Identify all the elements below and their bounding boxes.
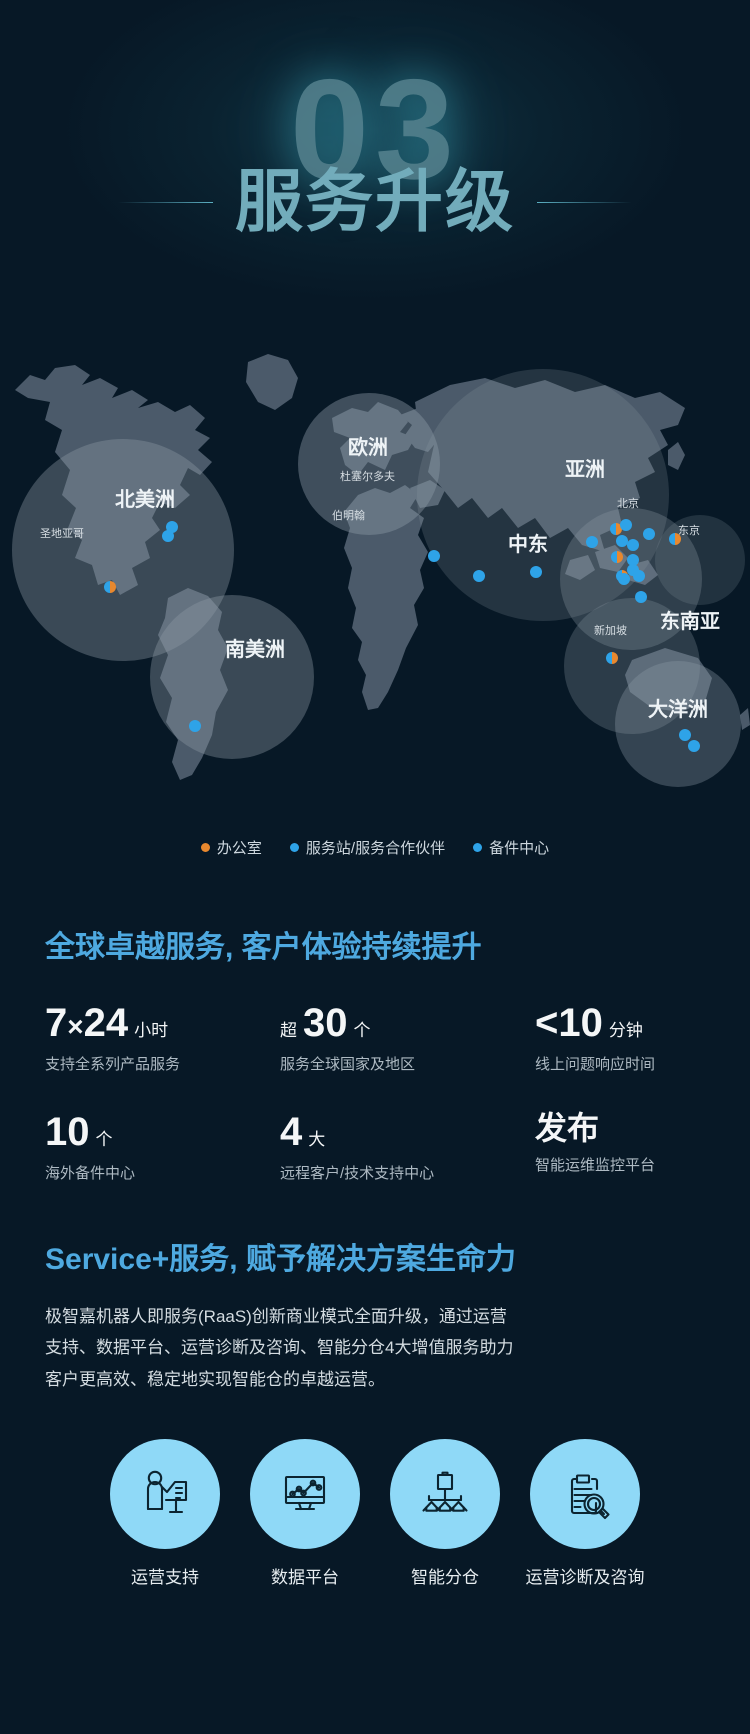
svg-text:新加坡: 新加坡	[594, 623, 627, 637]
svg-text:杜塞尔多夫: 杜塞尔多夫	[340, 469, 395, 483]
svg-text:圣地亚哥: 圣地亚哥	[40, 527, 84, 540]
svg-text:北京: 北京	[617, 496, 639, 510]
svg-text:伯明翰: 伯明翰	[332, 508, 365, 522]
svg-text:欧洲: 欧洲	[348, 435, 388, 459]
svg-text:北美洲: 北美洲	[115, 487, 175, 511]
svg-text:东京: 东京	[678, 523, 700, 537]
svg-text:南美洲: 南美洲	[225, 637, 285, 661]
svg-text:中东: 中东	[508, 532, 548, 556]
svg-text:大洋洲: 大洋洲	[648, 697, 708, 721]
svg-text:东南亚: 东南亚	[660, 609, 720, 633]
svg-text:亚洲: 亚洲	[565, 458, 605, 481]
